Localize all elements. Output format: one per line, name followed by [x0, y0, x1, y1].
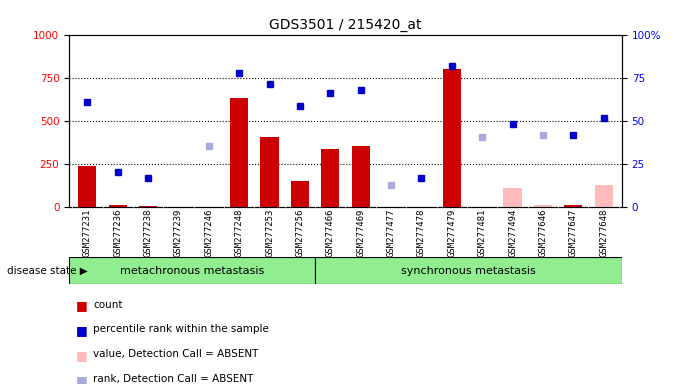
Text: GSM277236: GSM277236 [113, 209, 122, 257]
Bar [139, 206, 157, 207]
Text: GSM277481: GSM277481 [477, 209, 486, 257]
Text: GSM277647: GSM277647 [569, 209, 578, 257]
Text: GSM277256: GSM277256 [296, 209, 305, 257]
Text: GSM277469: GSM277469 [356, 209, 365, 257]
Text: rank, Detection Call = ABSENT: rank, Detection Call = ABSENT [93, 374, 254, 384]
Bar [564, 205, 583, 207]
Text: GSM277248: GSM277248 [235, 209, 244, 257]
Text: GSM277246: GSM277246 [205, 209, 214, 257]
Text: GSM277478: GSM277478 [417, 209, 426, 257]
Text: GSM277239: GSM277239 [174, 209, 183, 257]
Bar [78, 166, 97, 207]
Text: synchronous metastasis: synchronous metastasis [401, 266, 536, 276]
Text: ■: ■ [76, 374, 88, 384]
Text: ■: ■ [76, 324, 88, 338]
Text: GSM277231: GSM277231 [83, 209, 92, 257]
Bar [534, 205, 552, 207]
Text: GSM277466: GSM277466 [326, 209, 335, 257]
Bar [321, 149, 339, 207]
Bar [352, 146, 370, 207]
Text: GSM277253: GSM277253 [265, 209, 274, 257]
Text: GSM277479: GSM277479 [447, 209, 456, 257]
Text: disease state ▶: disease state ▶ [7, 266, 88, 276]
Text: GSM277494: GSM277494 [508, 209, 517, 257]
Text: GSM277477: GSM277477 [386, 209, 395, 257]
Bar [108, 205, 127, 207]
Text: metachronous metastasis: metachronous metastasis [120, 266, 264, 276]
Bar [291, 180, 309, 207]
Text: GSM277648: GSM277648 [599, 209, 608, 257]
Text: percentile rank within the sample: percentile rank within the sample [93, 324, 269, 334]
Bar [69, 257, 315, 284]
Text: value, Detection Call = ABSENT: value, Detection Call = ABSENT [93, 349, 258, 359]
Text: ■: ■ [76, 349, 88, 362]
Bar [504, 189, 522, 207]
Text: count: count [93, 300, 123, 310]
Bar [443, 69, 461, 207]
Bar [315, 257, 622, 284]
Bar [594, 185, 613, 207]
Text: GSM277646: GSM277646 [538, 209, 547, 257]
Title: GDS3501 / 215420_at: GDS3501 / 215420_at [269, 18, 422, 32]
Text: GSM277238: GSM277238 [144, 209, 153, 257]
Bar [261, 137, 278, 207]
Bar [230, 99, 248, 207]
Text: ■: ■ [76, 300, 88, 313]
